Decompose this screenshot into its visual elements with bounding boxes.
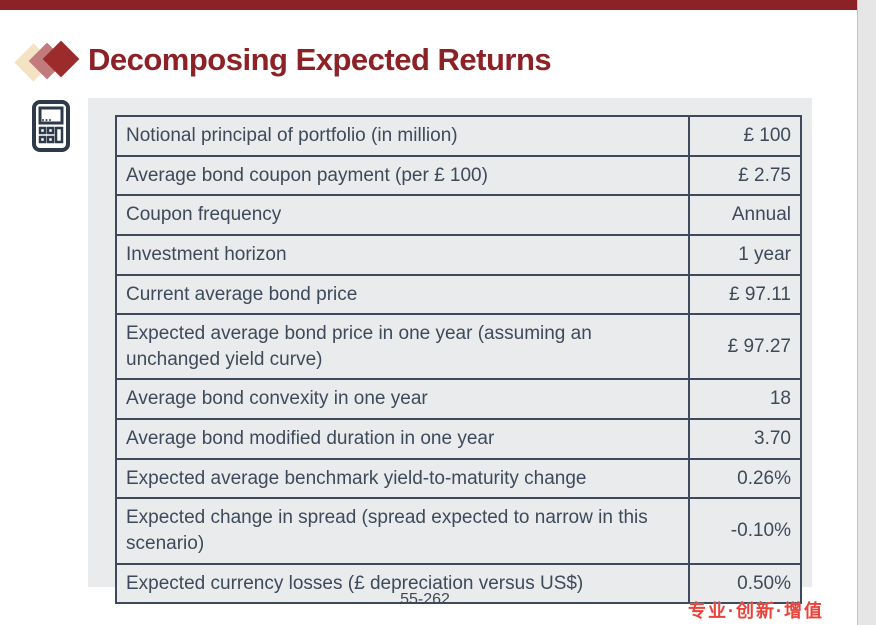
table-row: Average bond modified duration in one ye… [115, 418, 802, 460]
row-label: Average bond modified duration in one ye… [115, 418, 690, 460]
row-label: Coupon frequency [115, 194, 690, 236]
title-row: Decomposing Expected Returns [0, 38, 840, 88]
row-label: Average bond convexity in one year [115, 378, 690, 421]
diamonds-icon [14, 40, 84, 86]
canvas-edge-strip [857, 0, 876, 625]
table-row: Notional principal of portfolio (in mill… [115, 115, 802, 157]
row-value: 1 year [688, 233, 802, 276]
brand-slogan: 专业·创新·增值 [688, 601, 824, 621]
row-value: £ 97.11 [688, 273, 802, 316]
row-value: 18 [688, 378, 802, 421]
table-row: Coupon frequency Annual [115, 194, 802, 236]
row-value: -0.10% [688, 497, 802, 565]
table-panel: Notional principal of portfolio (in mill… [88, 98, 812, 605]
row-label: Expected currency losses (£ depreciation… [115, 562, 690, 605]
page-title: Decomposing Expected Returns [88, 42, 552, 77]
row-label: Expected average benchmark yield-to-matu… [115, 457, 690, 500]
row-label: Investment horizon [115, 233, 690, 276]
row-value: Annual [688, 194, 802, 236]
row-label: Notional principal of portfolio (in mill… [115, 115, 690, 157]
page-number: 55-262 [400, 591, 450, 608]
row-value: £ 100 [688, 115, 802, 157]
row-label: Average bond coupon payment (per £ 100) [115, 154, 690, 197]
row-label: Current average bond price [115, 273, 690, 316]
calculator-icon [32, 100, 70, 157]
table-row: Expected average bond price in one year … [115, 313, 802, 381]
table-row: Current average bond price £ 97.11 [115, 273, 802, 316]
row-value: 0.50% [688, 562, 802, 605]
table-row: Expected currency losses (£ depreciation… [115, 562, 802, 605]
table-row: Average bond convexity in one year 18 [115, 378, 802, 421]
row-value: 3.70 [688, 418, 802, 460]
data-table: Notional principal of portfolio (in mill… [115, 115, 802, 605]
row-label: Expected change in spread (spread expect… [115, 497, 690, 565]
row-value: £ 2.75 [688, 154, 802, 197]
row-value: £ 97.27 [688, 313, 802, 381]
table-row: Investment horizon 1 year [115, 233, 802, 276]
row-label: Expected average bond price in one year … [115, 313, 690, 381]
table-row: Average bond coupon payment (per £ 100) £… [115, 154, 802, 197]
top-accent-bar [0, 0, 857, 10]
table-row: Expected change in spread (spread expect… [115, 497, 802, 565]
row-value: 0.26% [688, 457, 802, 500]
table-row: Expected average benchmark yield-to-matu… [115, 457, 802, 500]
